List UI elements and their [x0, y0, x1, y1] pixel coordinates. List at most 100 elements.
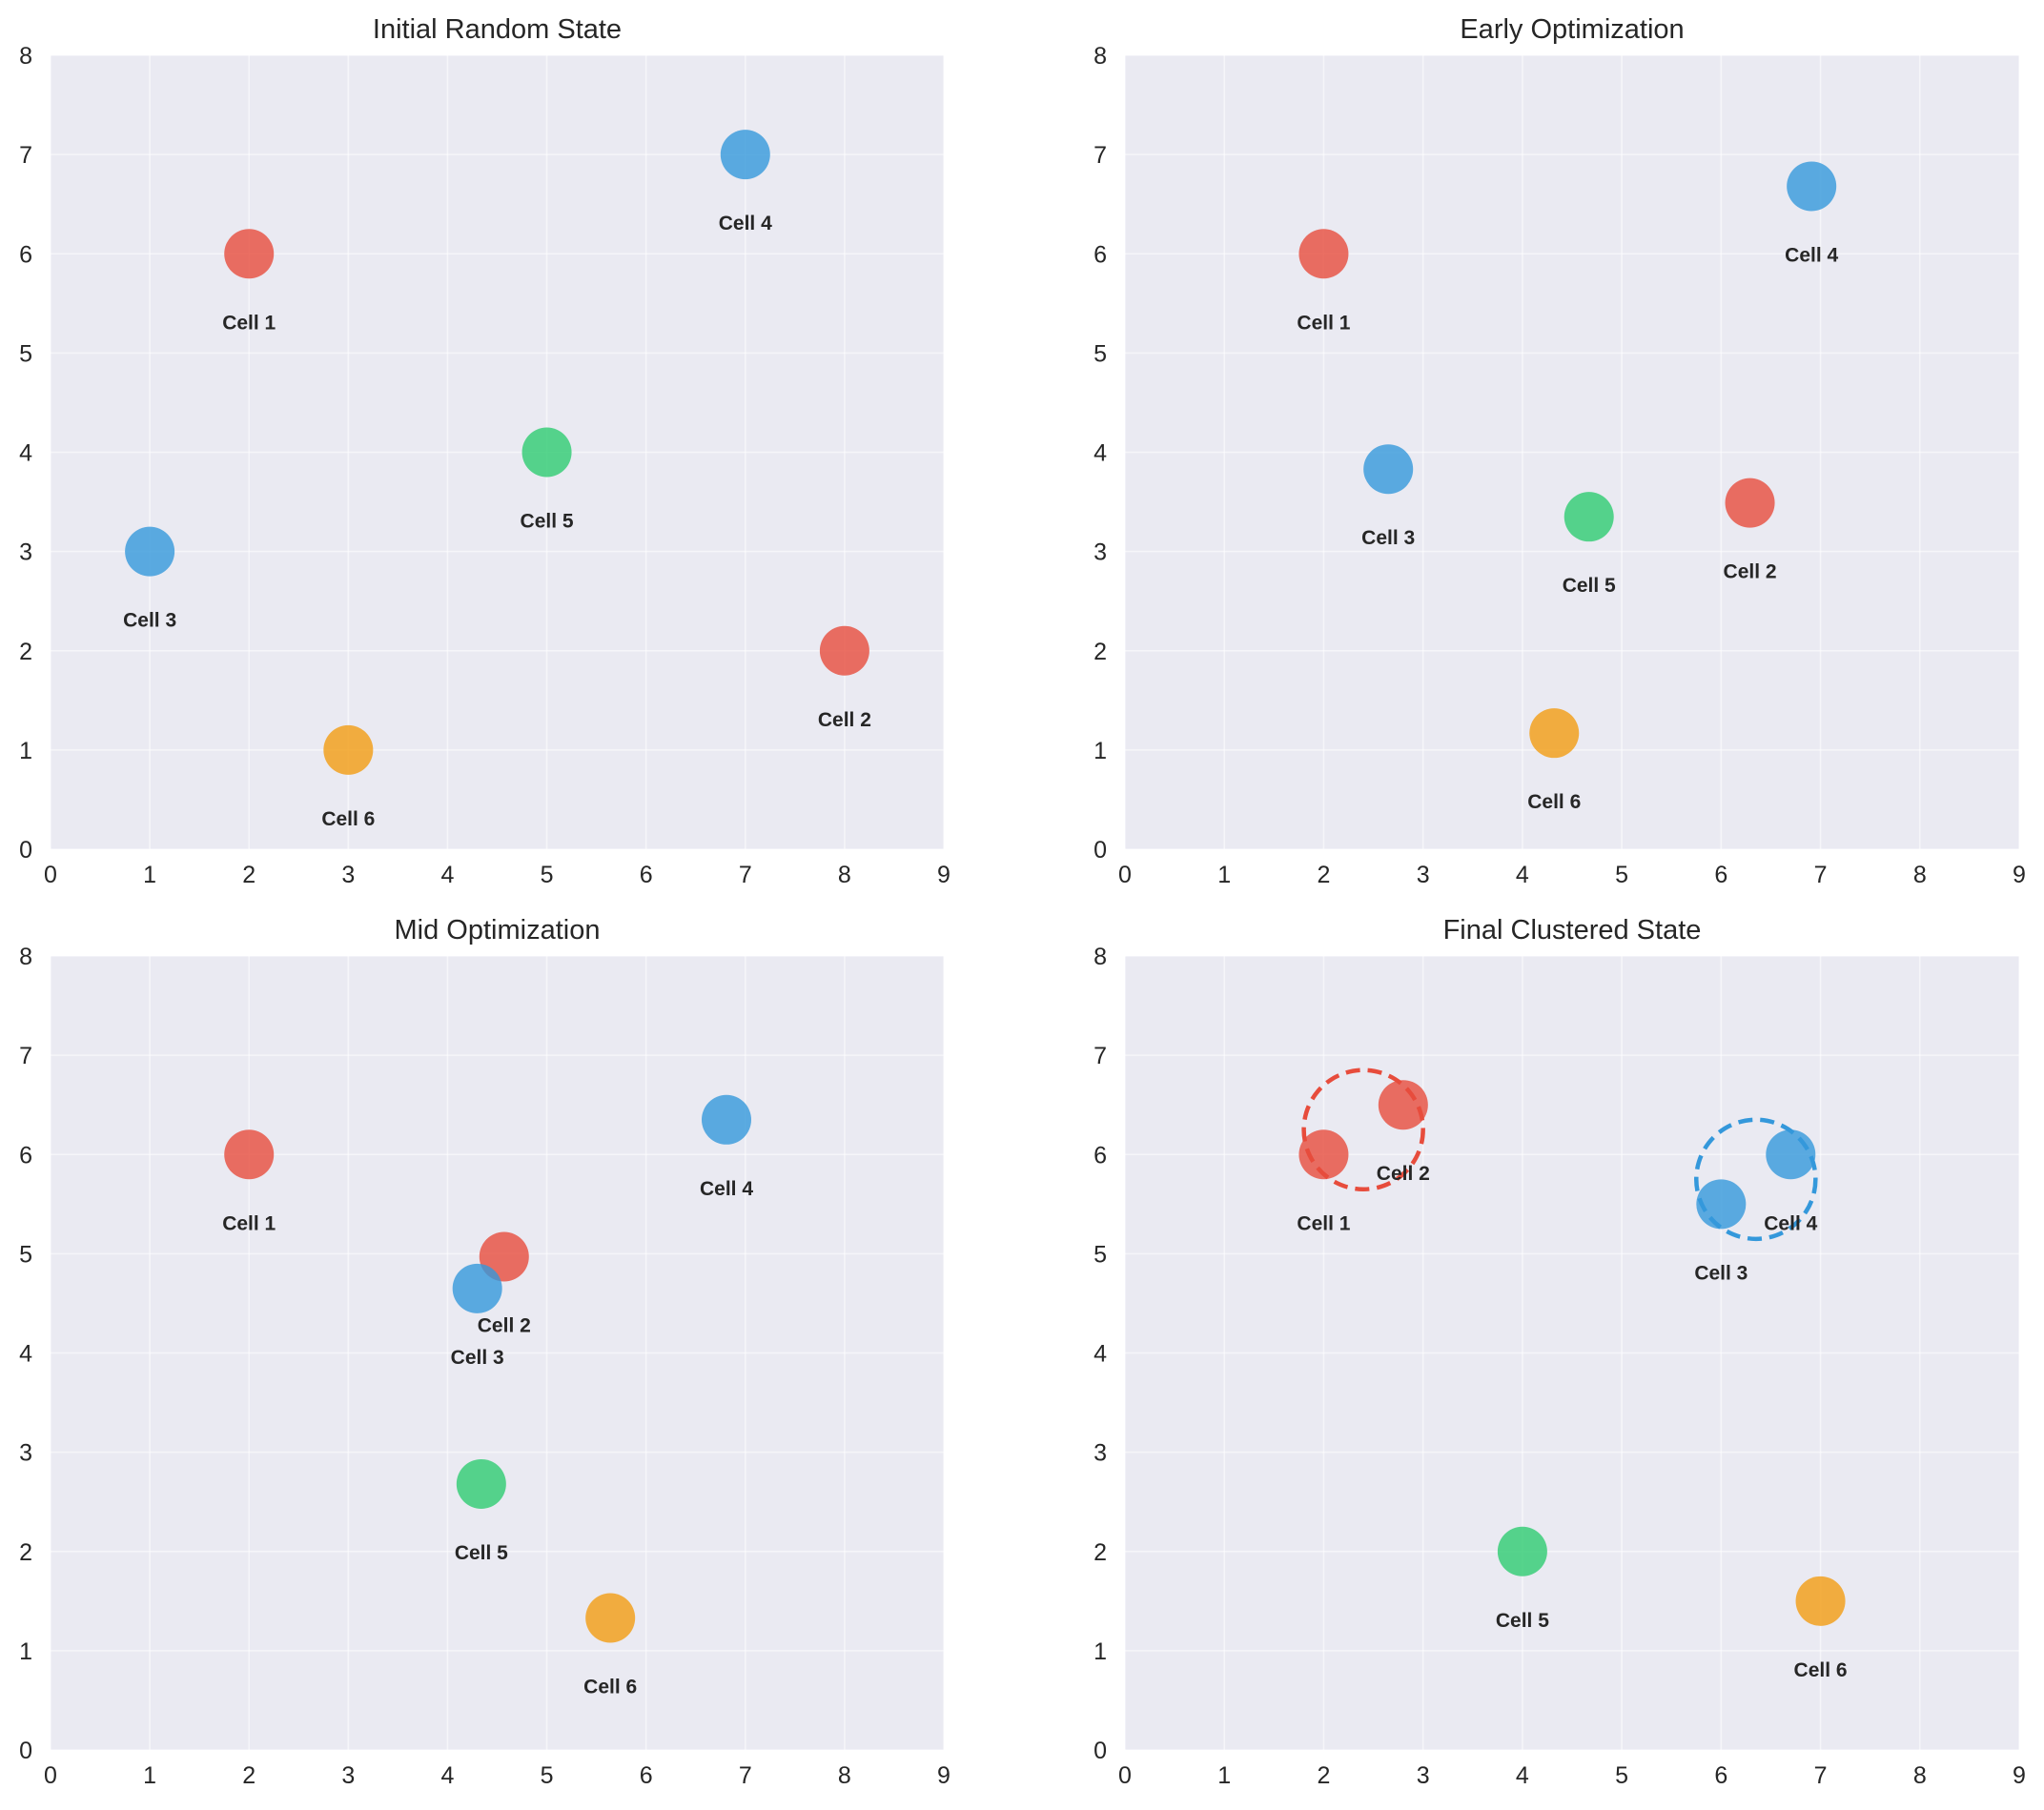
x-tick-label: 7 [739, 862, 752, 888]
cell-point-cell-1 [1298, 1129, 1349, 1180]
y-tick-label: 6 [1094, 241, 1107, 268]
cell-label: Cell 5 [521, 511, 574, 533]
x-tick-label: 6 [1714, 1762, 1727, 1789]
grid [50, 54, 945, 850]
y-tick-label: 4 [1094, 440, 1107, 467]
cell-label: Cell 2 [478, 1314, 531, 1336]
cell-point-cell-5 [456, 1458, 506, 1509]
cell-label: Cell 2 [818, 709, 871, 731]
cell-label: Cell 4 [1764, 1212, 1817, 1234]
x-tick-label: 3 [1417, 1762, 1430, 1789]
x-tick-label: 3 [341, 1762, 355, 1789]
cell-point-cell-1 [224, 229, 275, 279]
y-tick-label: 1 [19, 738, 32, 764]
y-tick-label: 0 [1094, 1738, 1107, 1764]
x-tick-label: 6 [1714, 862, 1727, 888]
x-tick-label: 2 [242, 1762, 256, 1789]
y-tick-label: 8 [1094, 944, 1107, 970]
cell-point-cell-2 [819, 625, 869, 676]
x-tick-label: 7 [739, 1762, 752, 1789]
x-tick-label: 4 [1516, 862, 1529, 888]
x-tick-label: 3 [341, 862, 355, 888]
panel-final-clustered-state: Final Clustered State 0 1 2 3 4 5 6 7 8 9 0 1 2 3 4 5 6 7… [1094, 915, 2026, 1789]
panel-mid-optimization: Mid Optimization 0 1 2 3 4 5 6 7 8 9 0 1 2 3 4 5 6 7 8 Cell… [19, 915, 950, 1789]
cell-label: Cell 2 [1724, 561, 1777, 583]
panel-title: Mid Optimization [395, 915, 601, 946]
cell-point-cell-6 [1795, 1576, 1846, 1626]
y-tick-label: 5 [19, 340, 32, 367]
cell-point-cell-2 [1725, 478, 1775, 528]
x-tick-label: 3 [1417, 862, 1430, 888]
cell-label: Cell 6 [1527, 791, 1581, 813]
cell-label: Cell 3 [1361, 527, 1415, 549]
x-tick-label: 8 [1913, 862, 1927, 888]
x-tick-label: 2 [242, 862, 256, 888]
grid [50, 955, 945, 1751]
cell-point-cell-1 [1298, 229, 1349, 279]
cell-point-cell-6 [1529, 708, 1580, 759]
y-tick-label: 4 [19, 440, 32, 467]
y-tick-label: 5 [1094, 340, 1107, 367]
y-tick-label: 3 [1094, 1440, 1107, 1467]
grid [1124, 54, 2020, 850]
y-tick-label: 2 [19, 1539, 32, 1566]
y-tick-label: 0 [19, 837, 32, 864]
y-tick-label: 2 [19, 639, 32, 665]
y-tick-label: 5 [19, 1241, 32, 1268]
x-tick-label: 5 [1615, 1762, 1628, 1789]
x-tick-label: 8 [1913, 1762, 1927, 1789]
cell-label: Cell 5 [1563, 575, 1616, 597]
cell-point-cell-3 [452, 1263, 502, 1313]
cell-point-cell-1 [224, 1129, 275, 1180]
cell-label: Cell 3 [451, 1347, 504, 1369]
x-tick-label: 4 [440, 1762, 454, 1789]
x-tick-label: 2 [1317, 862, 1330, 888]
x-tick-label: 6 [640, 862, 653, 888]
cell-point-cell-2 [1378, 1080, 1428, 1130]
x-tick-label: 9 [2013, 862, 2026, 888]
panel-initial-random-state: Initial Random State 0 1 2 3 4 5 6 7 8 9 0 1 2 3 4 5 6 7 8… [19, 14, 950, 888]
cell-point-cell-4 [1766, 1129, 1816, 1180]
x-tick-label: 8 [838, 1762, 851, 1789]
cell-point-cell-6 [323, 724, 374, 775]
cell-point-cell-4 [720, 130, 770, 180]
cell-label: Cell 3 [123, 610, 176, 632]
y-tick-label: 3 [1094, 539, 1107, 566]
cell-label: Cell 5 [1496, 1610, 1549, 1632]
y-tick-label: 7 [1094, 1043, 1107, 1069]
x-tick-label: 5 [541, 862, 554, 888]
y-tick-label: 3 [19, 1440, 32, 1467]
y-tick-label: 0 [1094, 837, 1107, 864]
x-tick-label: 5 [1615, 862, 1628, 888]
cell-label: Cell 4 [719, 213, 772, 234]
y-tick-label: 8 [19, 944, 32, 970]
x-tick-label: 0 [44, 1762, 57, 1789]
cell-label: Cell 4 [700, 1178, 753, 1200]
cell-label: Cell 6 [321, 808, 375, 830]
cell-point-cell-3 [125, 526, 175, 577]
x-tick-label: 1 [1217, 1762, 1231, 1789]
y-tick-label: 3 [19, 539, 32, 566]
x-tick-label: 7 [1814, 862, 1828, 888]
panel-title: Early Optimization [1460, 14, 1684, 45]
y-tick-label: 0 [19, 1738, 32, 1764]
y-tick-label: 1 [1094, 1638, 1107, 1665]
cell-label: Cell 6 [583, 1677, 637, 1698]
cell-label: Cell 1 [1297, 1212, 1350, 1234]
cell-label: Cell 1 [222, 1212, 276, 1234]
y-tick-label: 4 [19, 1341, 32, 1368]
y-tick-label: 1 [19, 1638, 32, 1665]
x-tick-label: 9 [937, 1762, 950, 1789]
y-tick-label: 6 [1094, 1142, 1107, 1169]
x-tick-label: 5 [541, 1762, 554, 1789]
cell-label: Cell 4 [1785, 244, 1838, 266]
x-tick-label: 4 [440, 862, 454, 888]
y-tick-label: 7 [1094, 142, 1107, 169]
cell-point-cell-6 [585, 1593, 636, 1643]
grid [1124, 955, 2020, 1751]
cell-label: Cell 5 [455, 1542, 508, 1564]
cell-label: Cell 1 [1297, 312, 1350, 334]
cell-label: Cell 2 [1377, 1163, 1430, 1185]
cell-point-cell-3 [1696, 1179, 1747, 1230]
